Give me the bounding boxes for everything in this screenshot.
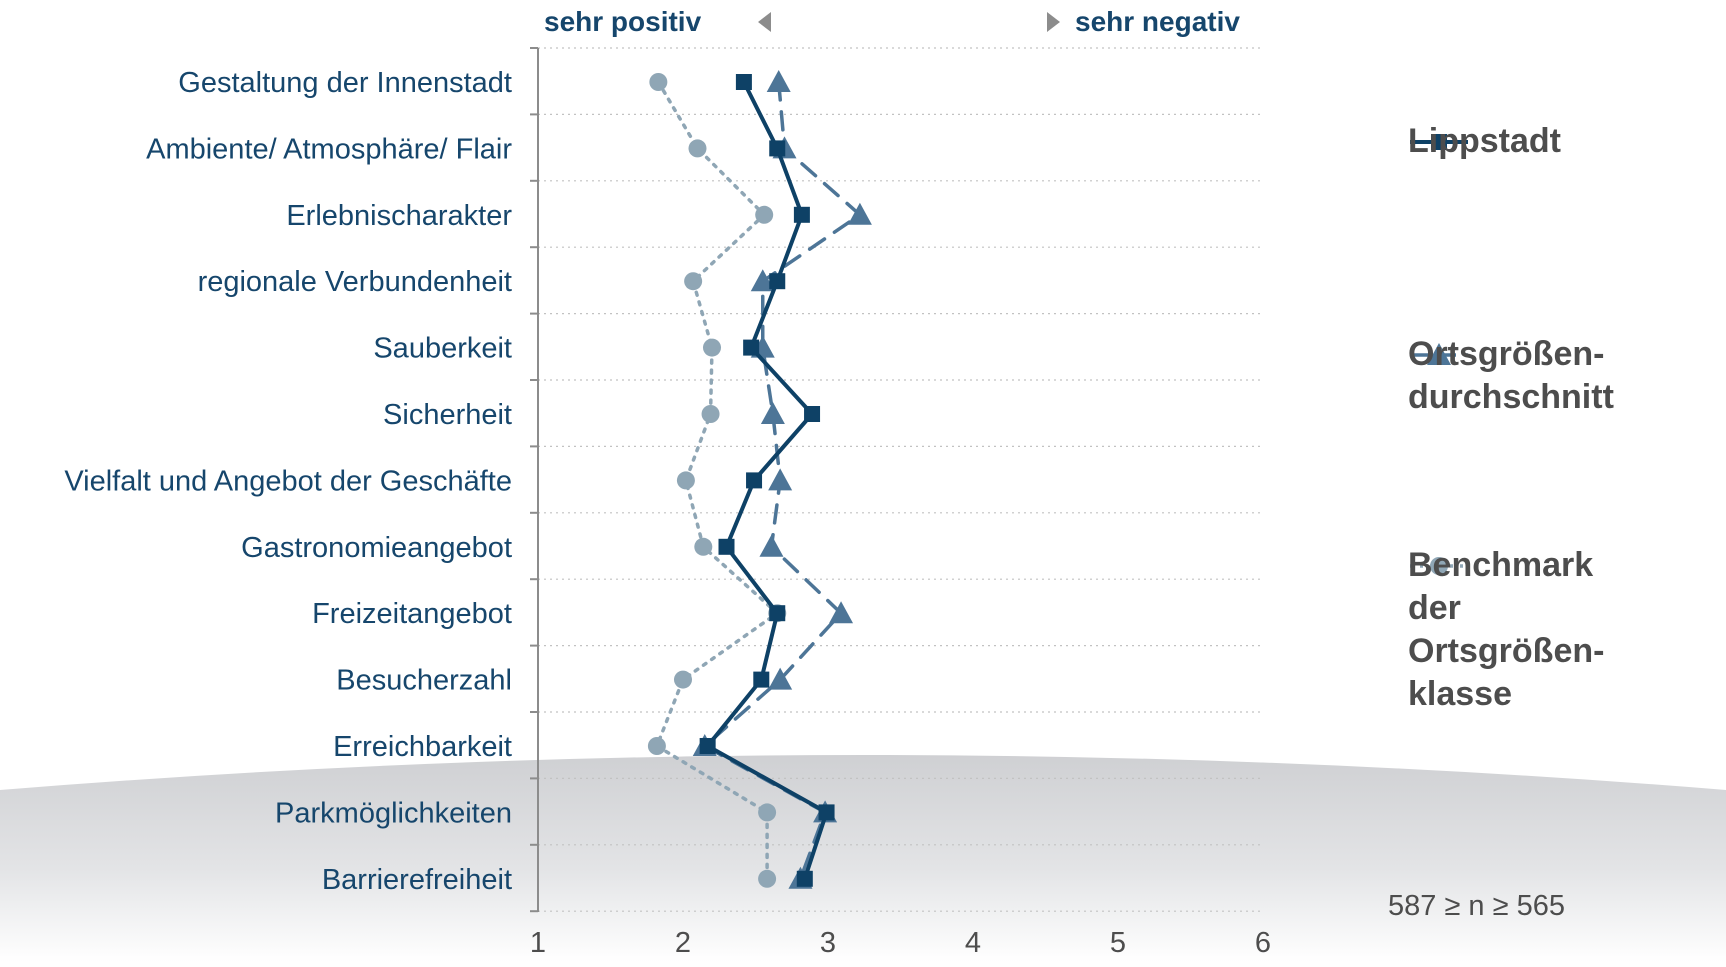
header-arrows <box>758 12 1060 32</box>
data-point <box>769 273 786 290</box>
legend-label-ortsgroessen: Ortsgrößen- durchschnitt <box>1408 335 1614 416</box>
data-point <box>688 139 707 158</box>
data-point <box>769 140 786 157</box>
data-point <box>703 338 721 357</box>
data-point <box>766 70 791 92</box>
data-point <box>718 538 735 555</box>
triangle-right-icon <box>1047 12 1060 32</box>
x-tick-label: 1 <box>530 927 546 959</box>
data-point <box>694 537 713 556</box>
data-point <box>684 272 703 291</box>
data-point <box>649 73 668 91</box>
x-tick-label: 3 <box>820 927 836 959</box>
data-point <box>769 605 786 622</box>
legend-label-benchmark: Benchmark der Ortsgrößen- klasse <box>1408 546 1605 713</box>
data-point <box>758 803 777 822</box>
category-label: Parkmöglichkeiten <box>275 797 512 829</box>
gridlines <box>538 47 1263 912</box>
axes <box>530 47 539 913</box>
category-label: Gastronomieangebot <box>241 532 512 564</box>
data-point <box>743 339 760 356</box>
x-tick-label: 2 <box>675 927 691 959</box>
data-point <box>804 406 821 422</box>
legend-label-lippstadt: Lippstadt <box>1408 122 1561 160</box>
legend-markers <box>1410 134 1468 575</box>
data-point <box>755 205 774 224</box>
legend-marker <box>1430 557 1448 575</box>
data-point <box>699 738 716 754</box>
data-point <box>676 471 695 490</box>
sample-size-note: 587 ≥ n ≥ 565 <box>1388 890 1565 922</box>
data-point <box>760 402 785 424</box>
category-label: regionale Verbundenheit <box>198 266 512 298</box>
data-point <box>746 472 763 489</box>
category-label: Barrierefreiheit <box>322 864 512 896</box>
category-label: Erlebnischarakter <box>286 200 512 232</box>
series <box>647 70 872 889</box>
data-point <box>735 74 752 90</box>
data-point <box>674 670 692 689</box>
data-point <box>701 405 720 423</box>
category-label: Vielfalt und Angebot der Geschäfte <box>64 465 512 497</box>
category-label: Besucherzahl <box>336 665 512 697</box>
data-point <box>750 269 775 292</box>
background-swoosh <box>0 755 1726 962</box>
category-label: Freizeitangebot <box>312 598 512 630</box>
data-point <box>758 869 777 888</box>
data-point <box>759 534 784 557</box>
sehr-positiv-label: sehr positiv <box>544 6 702 37</box>
data-point <box>647 737 666 755</box>
data-point <box>829 601 854 624</box>
category-label: Sauberkeit <box>373 333 512 365</box>
data-point <box>768 468 793 491</box>
data-point <box>793 206 810 223</box>
x-tick-label: 6 <box>1255 927 1271 959</box>
sehr-negativ-label: sehr negativ <box>1075 6 1240 37</box>
data-point <box>768 667 793 690</box>
category-label: Erreichbarkeit <box>333 731 512 763</box>
data-point <box>818 804 835 821</box>
category-label: Sicherheit <box>383 399 512 431</box>
x-tick-label: 5 <box>1110 927 1126 959</box>
data-point <box>847 202 872 225</box>
x-tick-label: 4 <box>965 927 981 959</box>
data-point <box>753 671 770 688</box>
data-point <box>796 870 813 887</box>
legend-marker <box>1431 134 1447 150</box>
legend-marker <box>1427 343 1451 365</box>
labels: 1 2 3 4 5 6 Gestaltung der Innenstadt Ambiente/… <box>64 67 1271 959</box>
triangle-left-icon <box>758 12 771 32</box>
category-label: Ambiente/ Atmosphäre/ Flair <box>146 133 512 165</box>
category-label: Gestaltung der Innenstadt <box>178 67 512 99</box>
